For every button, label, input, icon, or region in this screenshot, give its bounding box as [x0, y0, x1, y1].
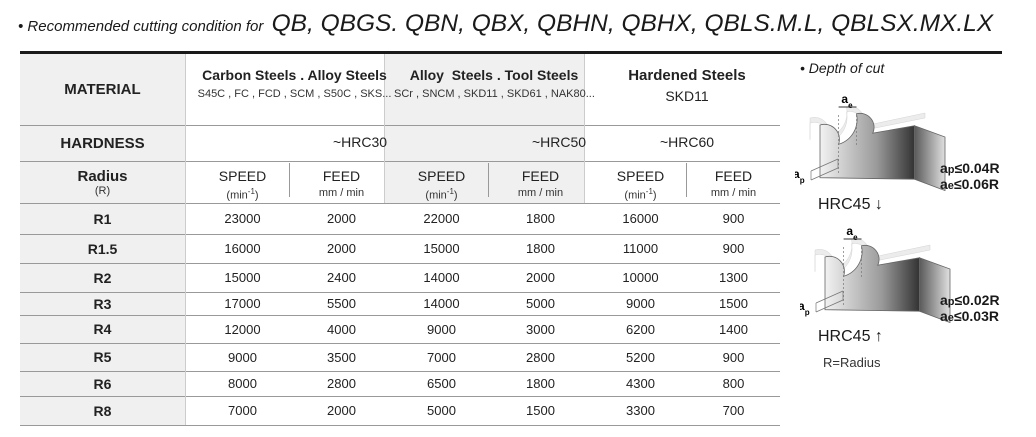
svg-text:ap: ap: [795, 167, 805, 185]
svg-text:ap: ap: [800, 299, 810, 317]
